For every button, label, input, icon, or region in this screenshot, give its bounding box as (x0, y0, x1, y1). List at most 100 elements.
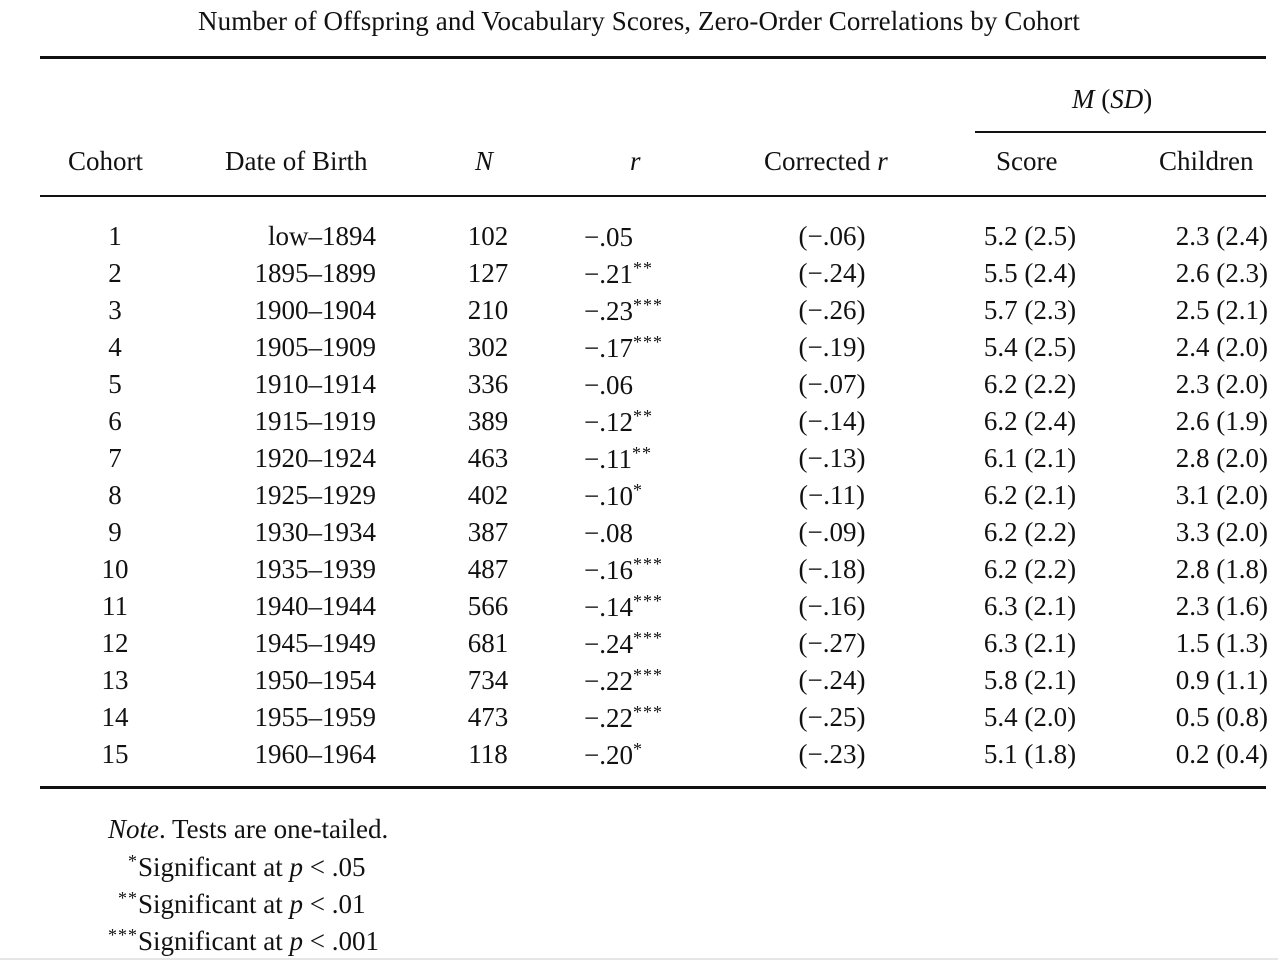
significance-stars: * (632, 480, 643, 500)
date-cell: 1895–1899 (254, 258, 377, 288)
score-cell: 5.4 (2.5) (983, 332, 1077, 362)
note-text: . Tests are one-tailed. (159, 814, 389, 844)
table-row: 12 1945–1949 681 −.24*** (−.27) 6.3 (2.1… (0, 628, 1278, 665)
r-value: −.21 (584, 259, 633, 289)
significance-stars: ** (631, 443, 652, 463)
date-cell: 1925–1929 (254, 480, 377, 510)
cohort-cell: 6 (108, 406, 122, 436)
cohort-cell: 12 (101, 628, 129, 658)
r-cell: −.08 (584, 517, 724, 549)
score-cell: 6.2 (2.2) (983, 554, 1077, 584)
children-cell: 2.3 (2.0) (1175, 369, 1268, 399)
cohort-cell: 11 (102, 591, 128, 621)
corrected-r-cell: (−.18) (798, 554, 866, 584)
r-value: −.20 (584, 740, 633, 770)
score-cell: 6.2 (2.4) (983, 406, 1077, 436)
date-cell: 1945–1949 (254, 628, 377, 658)
significance-stars: *** (632, 702, 663, 722)
n-cell: 336 (467, 369, 509, 399)
r-value: −.14 (584, 592, 633, 622)
score-cell: 6.2 (2.1) (983, 480, 1077, 510)
date-cell: 1905–1909 (254, 332, 377, 362)
r-value: −.12 (584, 407, 633, 437)
n-cell: 387 (467, 517, 509, 547)
note-p-symbol: p (289, 926, 303, 956)
score-cell: 6.1 (2.1) (983, 443, 1077, 473)
significance-stars: *** (632, 554, 663, 574)
note-p-value: < .05 (302, 852, 366, 882)
significance-stars: *** (632, 295, 663, 315)
corrected-r-cell: (−.14) (798, 406, 866, 436)
n-cell: 302 (467, 332, 509, 362)
corrected-r-cell: (−.27) (798, 628, 866, 658)
corrected-r-cell: (−.26) (798, 295, 866, 325)
r-cell: −.23*** (584, 295, 724, 327)
n-cell: 127 (467, 258, 509, 288)
score-cell: 5.2 (2.5) (983, 221, 1077, 251)
r-cell: −.17*** (584, 332, 724, 364)
header-corrected-r-symbol: r (877, 146, 888, 176)
score-cell: 5.7 (2.3) (983, 295, 1077, 325)
significance-stars: ** (632, 258, 653, 278)
date-cell: 1920–1924 (254, 443, 377, 473)
children-cell: 3.3 (2.0) (1175, 517, 1268, 547)
children-cell: 3.1 (2.0) (1175, 480, 1268, 510)
n-cell: 487 (467, 554, 509, 584)
r-cell: −.06 (584, 369, 724, 401)
note-stars: *** (108, 925, 138, 945)
corrected-r-cell: (−.19) (798, 332, 866, 362)
table-row: 5 1910–1914 336 −.06 (−.07) 6.2 (2.2) 2.… (0, 369, 1278, 406)
r-cell: −.10* (584, 480, 724, 512)
table-row: 2 1895–1899 127 −.21** (−.24) 5.5 (2.4) … (0, 258, 1278, 295)
table-note: Note. Tests are one-tailed. (108, 814, 388, 845)
children-cell: 0.2 (0.4) (1175, 739, 1268, 769)
n-cell: 210 (467, 295, 509, 325)
r-value: −.22 (584, 666, 633, 696)
table-row: 15 1960–1964 118 −.20* (−.23) 5.1 (1.8) … (0, 739, 1278, 776)
r-value: −.24 (584, 629, 633, 659)
table-row: 7 1920–1924 463 −.11** (−.13) 6.1 (2.1) … (0, 443, 1278, 480)
note-p-value: < .001 (302, 926, 379, 956)
note-label: Note (108, 814, 159, 844)
note-sig-text: Significant at (138, 889, 290, 919)
header-cohort: Cohort (68, 146, 144, 176)
header-rule (40, 195, 1266, 197)
mean-sd-header: M (SD) (1072, 84, 1153, 114)
significance-stars: * (632, 739, 643, 759)
score-cell: 6.3 (2.1) (983, 628, 1077, 658)
score-cell: 5.5 (2.4) (983, 258, 1077, 288)
r-cell: −.20* (584, 739, 724, 771)
n-cell: 566 (467, 591, 509, 621)
r-value: −.08 (584, 518, 633, 548)
children-cell: 2.8 (1.8) (1175, 554, 1268, 584)
significance-stars: *** (632, 591, 663, 611)
r-value: −.17 (584, 333, 633, 363)
score-cell: 5.1 (1.8) (983, 739, 1077, 769)
date-cell: 1955–1959 (254, 702, 377, 732)
cohort-cell: 15 (101, 739, 129, 769)
corrected-r-cell: (−.09) (798, 517, 866, 547)
r-cell: −.22*** (584, 702, 724, 734)
n-cell: 681 (467, 628, 509, 658)
date-cell: low–1894 (268, 221, 376, 251)
corrected-r-cell: (−.07) (798, 369, 866, 399)
n-cell: 473 (467, 702, 509, 732)
date-cell: 1960–1964 (254, 739, 377, 769)
note-stars: ** (118, 888, 138, 908)
header-date-of-birth: Date of Birth (225, 146, 368, 176)
table-row: 4 1905–1909 302 −.17*** (−.19) 5.4 (2.5)… (0, 332, 1278, 369)
r-value: −.05 (584, 222, 633, 252)
significance-note-05: *Significant at p < .05 (128, 851, 365, 883)
r-value: −.06 (584, 370, 633, 400)
cohort-cell: 13 (101, 665, 129, 695)
cohort-cell: 14 (101, 702, 129, 732)
significance-note-01: **Significant at p < .01 (118, 888, 365, 920)
corrected-r-cell: (−.23) (798, 739, 866, 769)
table-row: 13 1950–1954 734 −.22*** (−.24) 5.8 (2.1… (0, 665, 1278, 702)
bottom-rule (40, 786, 1266, 789)
table-row: 6 1915–1919 389 −.12** (−.14) 6.2 (2.4) … (0, 406, 1278, 443)
significance-stars: ** (632, 406, 653, 426)
r-cell: −.16*** (584, 554, 724, 586)
cohort-cell: 2 (108, 258, 122, 288)
